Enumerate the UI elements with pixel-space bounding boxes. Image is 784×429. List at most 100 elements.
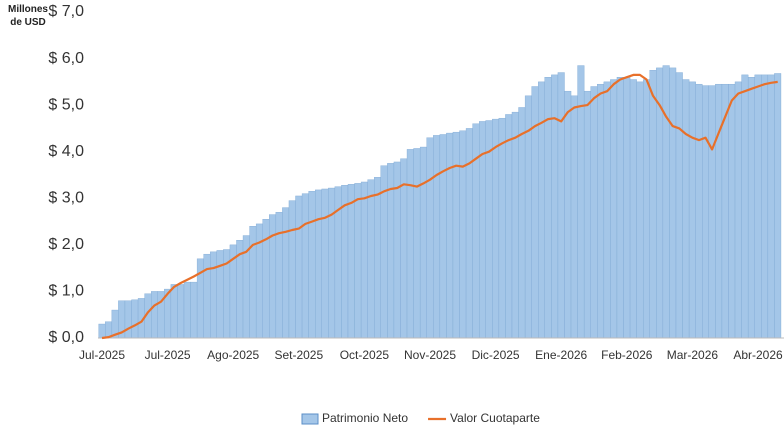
bar (301, 193, 309, 339)
bar (695, 83, 703, 339)
x-tick-label: Ago-2025 (207, 348, 259, 362)
bar (282, 207, 290, 339)
bar (347, 184, 355, 339)
y-tick-label: $ 5,0 (48, 96, 84, 113)
bar (662, 65, 670, 339)
legend-label: Patrimonio Neto (322, 411, 408, 425)
bar (190, 281, 198, 339)
bar (702, 85, 709, 339)
x-tick-label: Set-2025 (274, 348, 323, 362)
bar (557, 72, 565, 339)
bar (315, 189, 322, 339)
x-tick-label: Nov-2025 (404, 348, 456, 362)
x-tick-label: Abr-2026 (733, 348, 783, 362)
bar (328, 187, 336, 339)
y-tick-label: $ 1,0 (48, 283, 84, 300)
bar (610, 79, 618, 339)
bar (728, 83, 736, 339)
bar (124, 300, 132, 339)
x-tick-label: Jul-2025 (79, 348, 125, 362)
y-tick-label: $ 3,0 (48, 190, 84, 207)
x-tick-label: Oct-2025 (340, 348, 390, 362)
bar (741, 74, 749, 339)
bar (551, 74, 559, 339)
bar (774, 73, 782, 339)
bar (564, 90, 572, 339)
bar (459, 130, 467, 339)
bar (446, 132, 454, 339)
bar (150, 291, 158, 339)
bar (669, 67, 677, 339)
bar (688, 81, 696, 339)
bar (616, 76, 624, 339)
bar (288, 200, 296, 339)
y-tick-label: $ 0,0 (48, 329, 84, 346)
bar (419, 146, 427, 339)
bar (754, 74, 762, 339)
y-tick-label: $ 4,0 (48, 143, 84, 160)
bar (367, 179, 375, 339)
bar (715, 83, 723, 339)
bar (406, 149, 414, 339)
bar (498, 117, 506, 339)
bar (452, 131, 460, 339)
bar (636, 81, 644, 339)
x-tick-label: Mar-2026 (667, 348, 719, 362)
bar (321, 188, 329, 339)
x-tick-label: Jul-2025 (145, 348, 191, 362)
legend-label: Valor Cuotaparte (450, 411, 540, 425)
bar (649, 70, 657, 339)
bar (413, 148, 421, 339)
bar (465, 128, 473, 339)
bar (426, 137, 434, 339)
bar (747, 76, 755, 339)
bar (177, 284, 185, 339)
x-tick-label: Ene-2026 (535, 348, 587, 362)
bar (583, 90, 591, 339)
bar (170, 284, 178, 339)
bar (308, 191, 316, 339)
bar (131, 299, 139, 339)
bar (682, 79, 690, 339)
x-tick-label: Feb-2026 (601, 348, 653, 362)
bar (629, 79, 637, 339)
bar (643, 79, 650, 339)
bar (597, 83, 605, 339)
bar (518, 107, 526, 339)
bar (183, 281, 191, 339)
bar (295, 195, 303, 339)
bar (354, 183, 362, 339)
bar (761, 74, 769, 339)
bar (216, 250, 224, 339)
bar (433, 135, 441, 339)
bar (360, 181, 368, 339)
bar (767, 74, 775, 339)
bar (511, 111, 519, 339)
y-unit-label: Millones de USD (7, 4, 48, 28)
bar (603, 81, 611, 339)
y-tick-label: $ 6,0 (48, 50, 84, 67)
bar (675, 72, 683, 339)
bar (505, 114, 513, 339)
bar (734, 81, 742, 339)
bar (98, 323, 106, 339)
bar (275, 212, 283, 339)
bar (374, 177, 381, 339)
bar (590, 86, 598, 339)
bar (708, 85, 716, 339)
bar (269, 214, 277, 339)
bar (210, 251, 218, 339)
x-tick-label: Dic-2025 (472, 348, 520, 362)
y-tick-label: $ 7,0 (48, 3, 84, 20)
bar (570, 95, 578, 339)
bar (623, 76, 631, 339)
bar (492, 118, 500, 339)
bar (203, 253, 211, 339)
y-tick-label: $ 2,0 (48, 236, 84, 253)
bar (544, 76, 552, 339)
bar (439, 134, 447, 339)
line (101, 73, 778, 340)
legend-swatch (301, 413, 319, 425)
